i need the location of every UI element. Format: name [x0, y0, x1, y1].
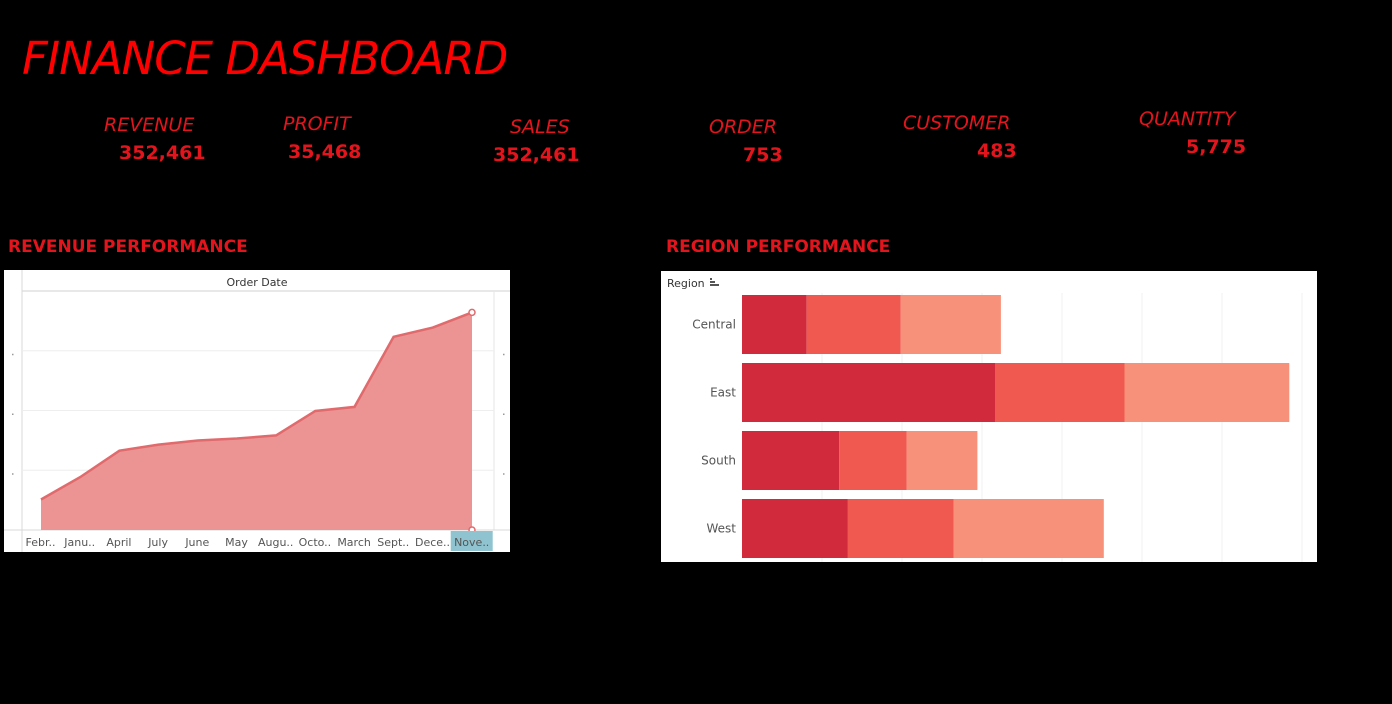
kpi-profit-value: 35,468: [288, 141, 362, 163]
area-xtick-label[interactable]: Febr..: [26, 536, 56, 549]
region-bar-chart[interactable]: Region Central East South West: [661, 271, 1317, 562]
area-axis-tick-left: [12, 413, 14, 415]
revenue-area-line: [40, 311, 473, 501]
area-highlight-point[interactable]: [468, 308, 476, 317]
dashboard-title: FINANCE DASHBOARD: [22, 32, 508, 85]
kpi-revenue-value: 352,461: [119, 142, 206, 164]
region-bar-svg: Region Central East South West: [667, 277, 1303, 562]
region-performance-title: REGION PERFORMANCE: [666, 237, 891, 257]
revenue-area-fill: [41, 312, 472, 530]
revenue-area-chart[interactable]: Order Date Febr.. Janu.. April July June May A…: [4, 270, 510, 552]
area-header-band: [22, 270, 510, 291]
area-axis-tick-right: [503, 353, 505, 356]
area-axis-tick-right: [503, 413, 505, 415]
area-xtick-label[interactable]: March: [337, 536, 371, 549]
kpi-profit-label: PROFIT: [283, 113, 351, 135]
bar-category-label: West: [706, 522, 736, 536]
sort-icon[interactable]: [710, 278, 719, 286]
bar-segment-east-2[interactable]: [995, 363, 1125, 422]
area-xtick-label[interactable]: May: [225, 536, 248, 549]
bar-segment-west-2[interactable]: [847, 499, 954, 558]
kpi-quantity-label: QUANTITY: [1139, 108, 1236, 130]
kpi-customer-label: CUSTOMER: [903, 112, 1011, 134]
area-xtick-label[interactable]: Augu..: [258, 536, 293, 549]
kpi-customer-value: 483: [977, 140, 1017, 162]
bar-segment-central-2[interactable]: [806, 295, 901, 354]
bar-segment-central-1[interactable]: [742, 295, 807, 354]
area-xtick-highlight[interactable]: [450, 531, 493, 551]
bar-category-label: East: [710, 386, 736, 400]
kpi-order-label: ORDER: [709, 116, 777, 138]
bar-category-label: Central: [692, 318, 736, 332]
revenue-performance-title: REVENUE PERFORMANCE: [8, 237, 248, 257]
bar-segment-south-1[interactable]: [742, 431, 840, 490]
area-xtick-label[interactable]: Octo..: [299, 536, 332, 549]
area-xtick-label[interactable]: June: [184, 536, 209, 549]
bar-segment-west-1[interactable]: [742, 499, 848, 558]
kpi-revenue-label: REVENUE: [104, 114, 195, 136]
area-axis-tick-left: [12, 473, 14, 475]
area-xtick-label[interactable]: Dece..: [415, 536, 450, 549]
region-axis-label: Region: [667, 277, 705, 290]
bar-segment-east-1[interactable]: [742, 363, 995, 422]
bar-segment-west-3[interactable]: [953, 499, 1104, 558]
area-chart-title: Order Date: [226, 276, 287, 289]
area-xtick-label[interactable]: Janu..: [63, 536, 95, 549]
bar-segment-south-2[interactable]: [839, 431, 907, 490]
area-xtick-label[interactable]: April: [106, 536, 131, 549]
bar-segment-central-3[interactable]: [900, 295, 1001, 354]
bar-category-label: South: [701, 454, 736, 468]
area-xtick-label[interactable]: July: [147, 536, 168, 549]
kpi-sales-label: SALES: [510, 116, 570, 138]
bar-segment-east-3[interactable]: [1124, 363, 1290, 422]
kpi-order-value: 753: [743, 144, 783, 166]
area-axis-tick-right: [503, 473, 505, 475]
area-xtick-label[interactable]: Sept..: [377, 536, 409, 549]
kpi-sales-value: 352,461: [493, 144, 580, 166]
bar-segment-south-3[interactable]: [906, 431, 978, 490]
revenue-area-svg: Order Date Febr.. Janu.. April July June May A…: [4, 270, 510, 552]
area-axis-tick-left: [12, 353, 14, 356]
area-xtick-label[interactable]: Nove..: [454, 536, 489, 549]
kpi-quantity-value: 5,775: [1186, 136, 1247, 158]
